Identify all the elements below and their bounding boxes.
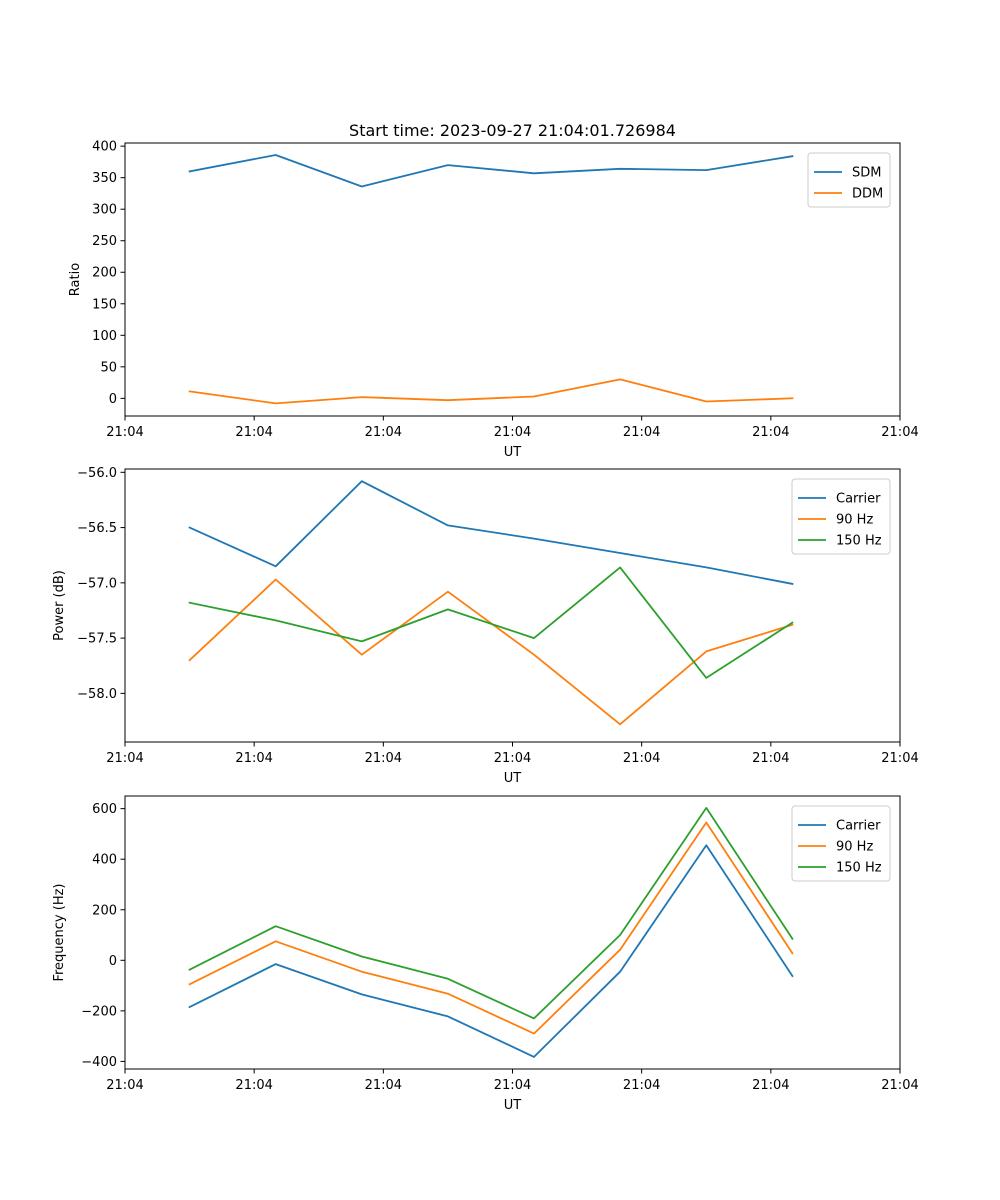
legend-label: 90 Hz: [836, 840, 873, 855]
series-line-carrier: [188, 844, 794, 1058]
x-tick-label: 21:04: [106, 751, 143, 766]
y-tick-label: 300: [92, 203, 117, 218]
y-tick-label: −58.0: [77, 687, 117, 702]
y-tick-label: −57.0: [77, 576, 117, 591]
x-axis-label: UT: [504, 771, 522, 786]
x-tick-label: 21:04: [494, 751, 531, 766]
y-tick-label: 150: [92, 297, 117, 312]
x-tick-label: 21:04: [623, 425, 660, 440]
legend-label: Carrier: [836, 819, 881, 834]
x-axis-label: UT: [504, 1098, 522, 1113]
x-tick-label: 21:04: [235, 751, 272, 766]
y-tick-label: −56.5: [77, 521, 117, 536]
legend-label: SDM: [852, 166, 881, 181]
y-tick-label: 100: [92, 329, 117, 344]
chart-3: 21:04 21:04 21:04 21:04 21:04 21:04 21:04 UT −40…: [52, 795, 919, 1113]
legend: Carrier 90 Hz 150 Hz: [791, 478, 891, 555]
y-tick-label: 0: [109, 392, 117, 407]
y-axis-label: Frequency (Hz): [52, 883, 67, 981]
legend-label: 90 Hz: [836, 513, 873, 528]
x-tick-label: 21:04: [623, 1078, 660, 1093]
y-tick-label: −200: [81, 1004, 117, 1019]
series-line-150-hz: [188, 807, 794, 1020]
x-tick-label: 21:04: [881, 751, 918, 766]
axes-frame: [124, 795, 901, 1070]
chart-1: Start time: 2023-09-27 21:04:01.726984 21…: [68, 121, 919, 460]
axes-frame: [124, 142, 901, 417]
y-axis-label: Power (dB): [52, 570, 67, 641]
x-tick-label: 21:04: [494, 1078, 531, 1093]
axes-frame: [124, 468, 901, 743]
chart-2: 21:04 21:04 21:04 21:04 21:04 21:04 21:04 UT −58…: [52, 466, 919, 786]
y-tick-label: 350: [92, 171, 117, 186]
series-line-90-hz: [188, 578, 794, 726]
chart-title: Start time: 2023-09-27 21:04:01.726984: [349, 121, 676, 140]
series-line-ddm: [188, 378, 794, 405]
legend-label: Carrier: [836, 492, 881, 507]
x-tick-label: 21:04: [365, 425, 402, 440]
x-tick-label: 21:04: [623, 751, 660, 766]
x-tick-label: 21:04: [494, 425, 531, 440]
x-tick-label: 21:04: [752, 751, 789, 766]
legend: Carrier 90 Hz 150 Hz: [791, 805, 891, 882]
y-tick-label: 250: [92, 234, 117, 249]
legend-label: 150 Hz: [836, 534, 882, 549]
x-tick-label: 21:04: [752, 425, 789, 440]
x-tick-label: 21:04: [365, 751, 402, 766]
y-tick-label: 50: [100, 360, 117, 375]
y-tick-label: 200: [92, 903, 117, 918]
y-tick-label: −56.0: [77, 466, 117, 481]
y-tick-label: 600: [92, 802, 117, 817]
x-tick-label: 21:04: [235, 1078, 272, 1093]
y-tick-label: −400: [81, 1055, 117, 1070]
x-tick-label: 21:04: [752, 1078, 789, 1093]
x-axis-label: UT: [504, 445, 522, 460]
x-tick-label: 21:04: [365, 1078, 402, 1093]
y-tick-label: −57.5: [77, 632, 117, 647]
x-tick-label: 21:04: [106, 1078, 143, 1093]
x-tick-label: 21:04: [881, 1078, 918, 1093]
y-tick-label: 200: [92, 266, 117, 281]
y-tick-label: 0: [109, 954, 117, 969]
series-line-150-hz: [188, 566, 794, 679]
series-line-sdm: [188, 154, 794, 188]
series-line-90-hz: [188, 821, 794, 1035]
x-tick-label: 21:04: [881, 425, 918, 440]
series-line-carrier: [188, 480, 794, 585]
y-axis-label: Ratio: [68, 263, 83, 296]
y-tick-label: 400: [92, 853, 117, 868]
legend: SDM DDM: [807, 152, 891, 208]
legend-label: DDM: [852, 187, 883, 202]
x-tick-label: 21:04: [106, 425, 143, 440]
legend-label: 150 Hz: [836, 861, 882, 876]
y-tick-label: 400: [92, 140, 117, 155]
x-tick-label: 21:04: [235, 425, 272, 440]
